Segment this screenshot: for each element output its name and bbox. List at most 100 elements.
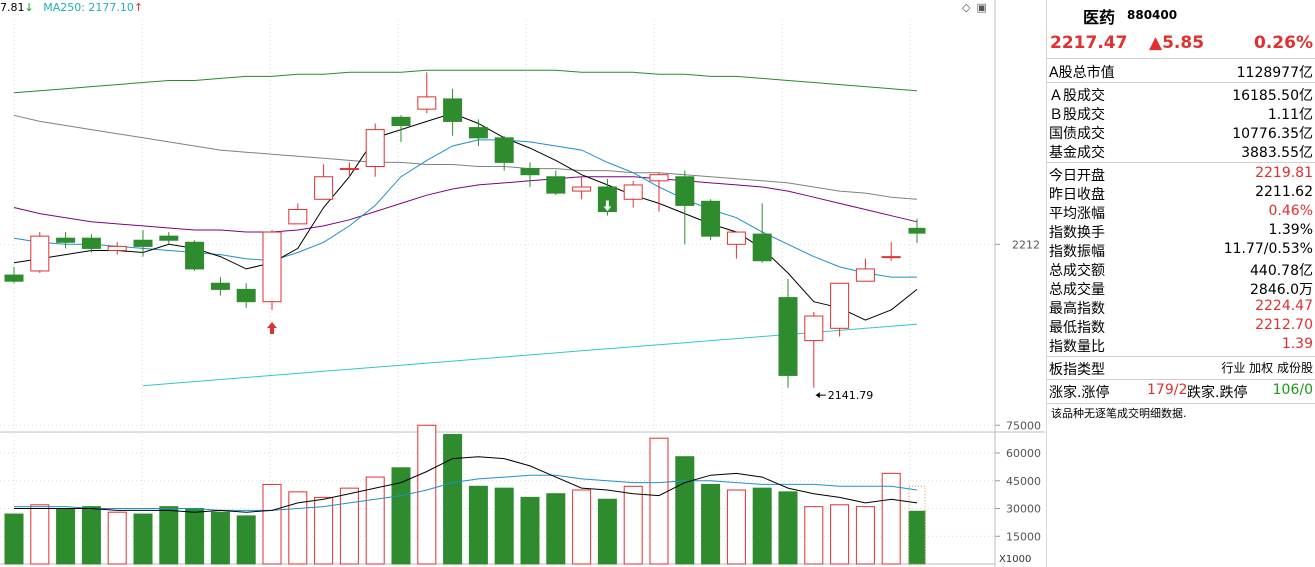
- volume-bar: [752, 487, 772, 565]
- quote-row-value: 1.39%: [1268, 222, 1313, 238]
- candle: [830, 282, 850, 337]
- quote-row-label: 平均涨幅: [1049, 206, 1105, 222]
- candle-body: [81, 237, 101, 249]
- panel-separator: [1047, 379, 1315, 380]
- quote-row-value: 2224.47: [1255, 298, 1313, 314]
- index-price: 2217.47: [1050, 33, 1128, 53]
- volume-bar: [597, 498, 617, 565]
- panel-separator: [1047, 82, 1315, 83]
- candle: [855, 258, 875, 282]
- candle-body: [185, 241, 205, 270]
- candle-body: [675, 176, 695, 206]
- candle: [881, 242, 901, 261]
- candle-body: [701, 200, 721, 237]
- volume-bar: [908, 510, 926, 565]
- panel-separator: [1047, 356, 1315, 357]
- down-count-value: 106/0: [1272, 382, 1313, 398]
- quote-row-label: 基金成交: [1049, 145, 1105, 161]
- candle-body: [855, 268, 875, 282]
- volume-bar: [572, 489, 592, 565]
- panel-separator: [1047, 403, 1315, 404]
- candle-body: [804, 315, 824, 342]
- ma60-line: [13, 114, 918, 200]
- candle-body: [107, 245, 127, 251]
- candle: [649, 172, 669, 212]
- candle-body: [56, 237, 76, 243]
- index-change-pct: 0.26%: [1254, 33, 1313, 53]
- volume-bar: [494, 487, 514, 565]
- quote-row-value: 2846.0万: [1250, 282, 1313, 298]
- volume-bar: [623, 485, 643, 565]
- candle: [778, 279, 798, 388]
- volume-bar: [778, 491, 798, 565]
- quote-row-label: 国债成交: [1049, 126, 1105, 142]
- candle-body: [546, 176, 566, 194]
- quote-row: 指数量比 1.39: [1049, 336, 1313, 355]
- quote-row-label: 指数量比: [1049, 339, 1105, 355]
- volume-bar: [81, 506, 101, 565]
- candle-body: [133, 239, 153, 247]
- volume-bar: [288, 491, 308, 565]
- candle-body: [210, 282, 230, 290]
- candle-body: [443, 98, 463, 122]
- up-count-value: 179/2: [1147, 382, 1188, 398]
- candle: [752, 203, 772, 263]
- candle: [804, 311, 824, 388]
- volume-bar: [262, 483, 282, 565]
- candle-body: [752, 233, 772, 262]
- volume-bar: [855, 506, 875, 565]
- window-icon[interactable]: ▣: [976, 1, 987, 14]
- candles: [4, 72, 926, 388]
- candle-body: [417, 96, 437, 110]
- candle: [30, 232, 50, 274]
- low-annotation-arrow-icon: [815, 392, 820, 399]
- volume-bar: [4, 513, 24, 565]
- candle-body: [778, 297, 798, 376]
- volume-bar: [314, 496, 334, 565]
- candle: [262, 230, 282, 310]
- volume-tick-label: 30000: [1006, 503, 1041, 516]
- quote-row-value: 440.78亿: [1250, 263, 1313, 279]
- candle-body: [236, 288, 256, 303]
- volume-bar: [468, 485, 488, 565]
- diamond-icon[interactable]: ◇: [962, 1, 971, 14]
- volume-ma10-line: [14, 474, 918, 511]
- quote-row-value: 1.39: [1281, 336, 1313, 352]
- volume-bar: [726, 489, 746, 565]
- kline-chart-svg[interactable]: 2141.79 2212 75000 60000 45000 30000 15000 X100…: [0, 0, 1045, 567]
- quote-row-label: A股总市值: [1049, 65, 1115, 81]
- quote-row: 基金成交 3883.55亿: [1049, 142, 1313, 161]
- quote-row-value: 2212.70: [1255, 317, 1313, 333]
- green-down-arrow-icon: [601, 199, 614, 213]
- quote-row: Ｂ股成交 1.11亿: [1049, 104, 1313, 123]
- candle: [520, 162, 540, 187]
- volume-bar: [159, 506, 179, 565]
- candle: [494, 135, 514, 171]
- ma20-line: [13, 176, 918, 233]
- candle: [4, 266, 24, 284]
- candle: [314, 164, 334, 200]
- up-count-label: 涨家.涨停: [1049, 385, 1110, 401]
- chart-controls: ◇ ▣: [962, 1, 993, 14]
- candle: [417, 72, 437, 114]
- quote-row: 最低指数 2212.70: [1049, 317, 1313, 336]
- volume-bar: [365, 476, 385, 565]
- candle-body: [623, 184, 643, 200]
- volume-bar: [675, 456, 695, 565]
- quote-row-value: 2219.81: [1255, 165, 1313, 181]
- volume-bar: [56, 508, 76, 565]
- candle-body: [830, 282, 850, 329]
- quote-row: 国债成交 10776.35亿: [1049, 123, 1313, 142]
- volume-tick-label: 75000: [1006, 419, 1041, 432]
- kline-chart-area[interactable]: 2141.79 2212 75000 60000 45000 30000 15000 X100…: [0, 0, 1045, 567]
- candle-body: [288, 209, 308, 225]
- candle: [339, 162, 359, 177]
- ma1-value: 7.81: [0, 1, 25, 14]
- candle: [726, 231, 746, 259]
- quote-row: 今日开盘 2219.81: [1049, 165, 1313, 184]
- candle-body: [572, 186, 592, 192]
- candle-body: [881, 256, 901, 259]
- candle-body: [494, 137, 514, 163]
- volume-bar: [30, 504, 50, 565]
- candle-body: [4, 274, 24, 282]
